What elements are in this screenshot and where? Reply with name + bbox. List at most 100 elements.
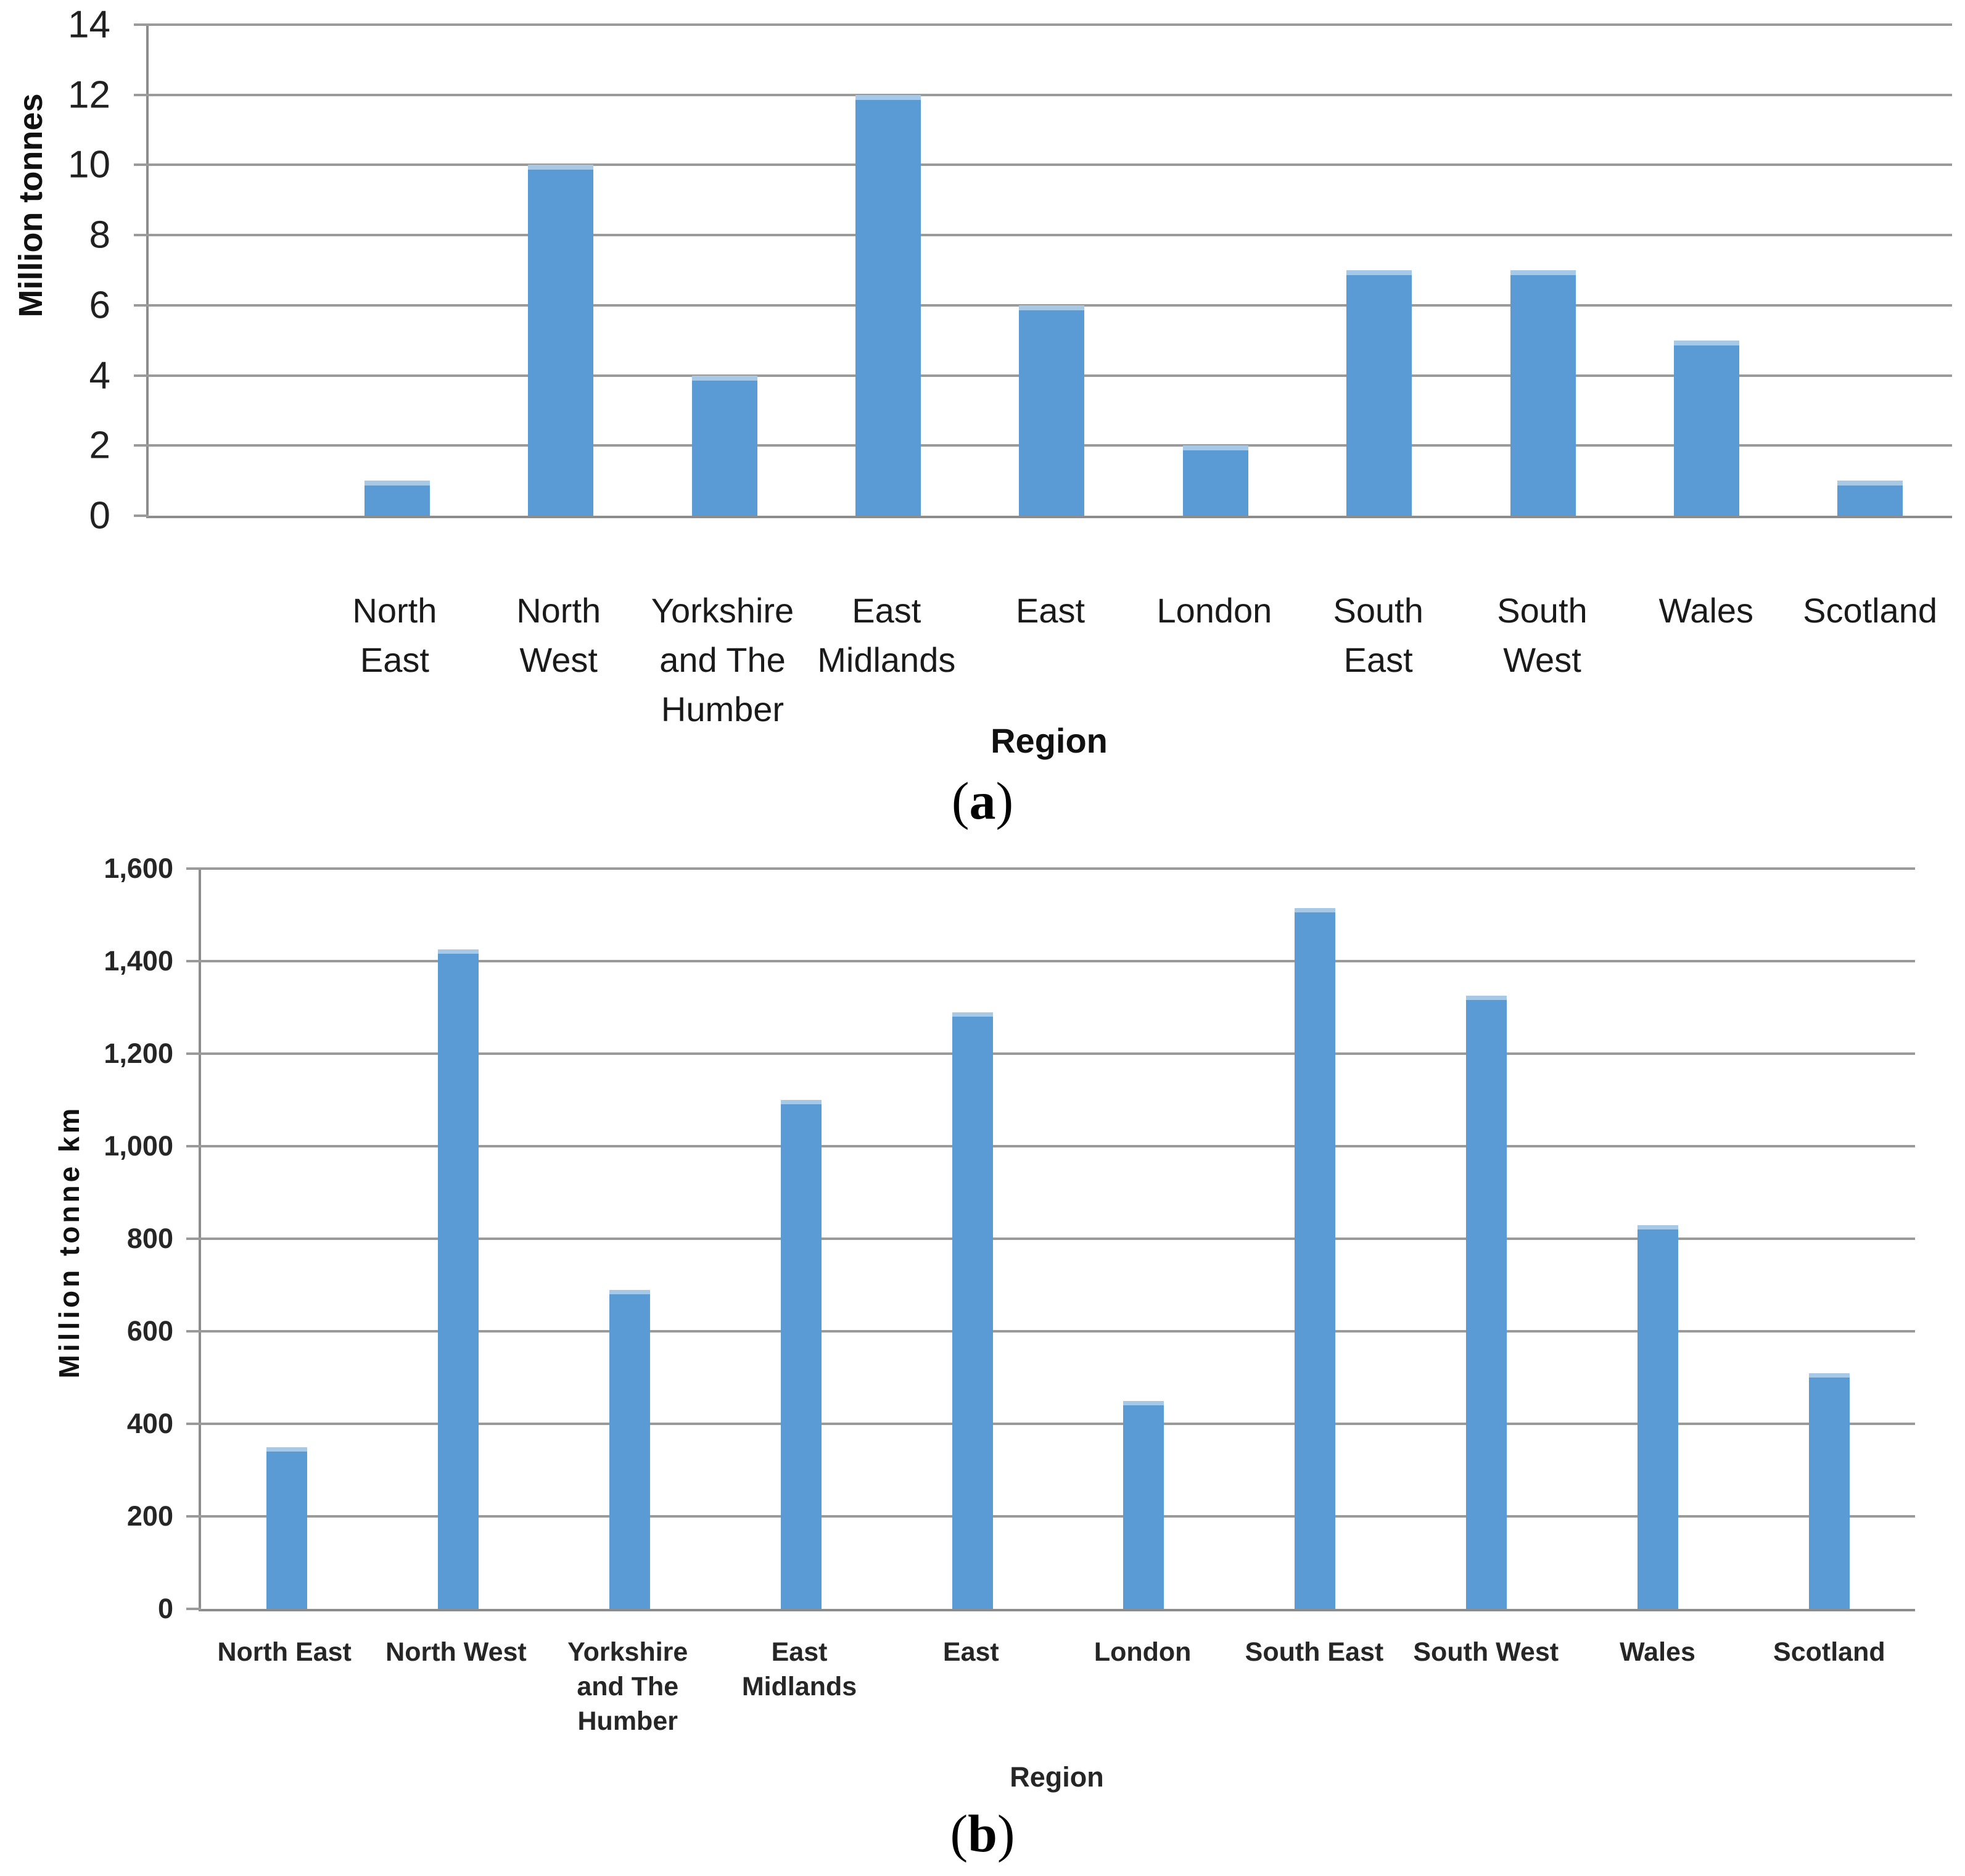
- y-tick-mark: [186, 960, 201, 962]
- bar-wales: [1673, 340, 1739, 516]
- x-axis-label: London: [1156, 591, 1272, 630]
- gridline: [149, 234, 1952, 237]
- gridline: [149, 93, 1952, 96]
- bar-slot: [373, 869, 544, 1609]
- y-tick-mark: [186, 1330, 201, 1333]
- bars-row: [201, 869, 1915, 1609]
- x-axis-label: Scotland: [1773, 1637, 1885, 1667]
- y-tick-mark: [134, 163, 149, 167]
- y-axis-title: Million tonne km: [53, 1105, 85, 1379]
- x-axis-label: South West: [1497, 591, 1588, 679]
- bar-slot: [315, 25, 479, 516]
- y-tick-label: 200: [126, 1500, 173, 1532]
- x-axis-label: East: [942, 1637, 999, 1667]
- bar-yorkshire-and-the-humber: [609, 1289, 650, 1609]
- plot-area: 0 2 4 6 8 10 12 14: [68, 4, 1952, 537]
- y-tick-label: 400: [126, 1408, 173, 1439]
- bar-slot: [1789, 25, 1952, 516]
- bar-slot: [544, 869, 715, 1609]
- y-tick-label: 1,000: [104, 1130, 173, 1162]
- bars-row: [149, 25, 1952, 516]
- bar-slot: [201, 869, 373, 1609]
- caption-paren-open: (: [951, 771, 970, 830]
- x-axis-label: North West: [516, 591, 601, 679]
- gridline: [149, 163, 1952, 167]
- bar-yorkshire-and-the-humber: [691, 375, 757, 516]
- plot-area: 0 200 400 600 800 1,000 1,200 1,400 1,600: [104, 853, 1915, 1624]
- bar-london: [1123, 1400, 1164, 1609]
- bar-slot: [479, 25, 642, 516]
- gridline: [201, 1052, 1915, 1055]
- y-tick-label: 0: [157, 1593, 173, 1624]
- panel-caption: (a): [0, 770, 1965, 832]
- y-tick-label: 1,200: [104, 1038, 173, 1069]
- x-axis-label: Wales: [1620, 1637, 1695, 1667]
- bar-east-midlands: [780, 1100, 822, 1609]
- x-axis-label: Scotland: [1803, 591, 1938, 630]
- y-tick-mark: [186, 1238, 201, 1240]
- y-tick-mark: [134, 93, 149, 96]
- panel-caption: (b): [0, 1803, 1965, 1864]
- gridline: [201, 1145, 1915, 1147]
- bar-north-west: [528, 165, 594, 516]
- x-axis-label: Wales: [1658, 591, 1754, 630]
- bar-south-west: [1510, 270, 1576, 516]
- y-tick-mark: [134, 514, 149, 517]
- gridline: [201, 1238, 1915, 1240]
- y-tick-label: 600: [126, 1315, 173, 1347]
- x-axis-label: South West: [1413, 1637, 1559, 1667]
- y-tick-label: 0: [89, 494, 110, 537]
- gridline: [201, 1515, 1915, 1518]
- x-axis-label: Yorkshire and The Humber: [651, 591, 794, 729]
- bar-slot: [1744, 869, 1915, 1609]
- y-tick-label: 800: [126, 1223, 173, 1254]
- y-tick-mark: [186, 867, 201, 870]
- x-axis-label: East Midlands: [741, 1637, 857, 1701]
- y-tick-label: 2: [89, 424, 110, 467]
- caption-paren-close: ): [995, 771, 1014, 830]
- bar-slot: [1461, 25, 1625, 516]
- bar-slot: [1134, 25, 1297, 516]
- bar-scotland: [1809, 1373, 1850, 1609]
- gridline: [201, 1423, 1915, 1425]
- y-tick-label: 1,400: [104, 945, 173, 977]
- bar-east-midlands: [855, 94, 921, 516]
- bar-slot: [1572, 869, 1744, 1609]
- bar-london: [1182, 445, 1248, 516]
- y-tick-mark: [186, 1423, 201, 1425]
- y-tick-label: 1,600: [104, 853, 173, 884]
- gridline: [149, 23, 1952, 26]
- bar-slot: [1401, 869, 1572, 1609]
- y-tick-mark: [134, 374, 149, 377]
- caption-paren-open: (: [950, 1804, 968, 1863]
- bar-slot: [1229, 869, 1401, 1609]
- bar-north-east: [364, 481, 430, 516]
- bar-slot: [806, 25, 970, 516]
- y-tick-label: 14: [68, 3, 110, 46]
- bar-east: [1019, 305, 1085, 516]
- caption-letter: b: [968, 1804, 997, 1863]
- x-axis-label: North East: [352, 591, 437, 679]
- x-axis-label: London: [1094, 1637, 1192, 1667]
- gridline: [201, 1330, 1915, 1333]
- y-tick-label: 6: [89, 284, 110, 327]
- gridline: [201, 867, 1915, 870]
- bar-scotland: [1837, 481, 1903, 516]
- bar-slot: [1625, 25, 1788, 516]
- y-tick-label: 12: [68, 73, 110, 117]
- bar-north-west: [437, 949, 479, 1609]
- bar-slot: [643, 25, 806, 516]
- x-axis-title: Region: [991, 721, 1108, 760]
- bar-east: [952, 1012, 993, 1609]
- bar-slot: [887, 869, 1058, 1609]
- bar-south-east: [1295, 907, 1336, 1609]
- x-axis-label: East Midlands: [817, 591, 956, 679]
- y-tick-label: 8: [89, 213, 110, 257]
- bar-north-east: [266, 1447, 307, 1609]
- bar-slot: [970, 25, 1134, 516]
- x-axis-label: Yorkshire and The Humber: [567, 1637, 688, 1736]
- bar-wales: [1638, 1225, 1679, 1609]
- caption-paren-close: ): [997, 1804, 1015, 1863]
- x-axis-title: Region: [1010, 1761, 1104, 1793]
